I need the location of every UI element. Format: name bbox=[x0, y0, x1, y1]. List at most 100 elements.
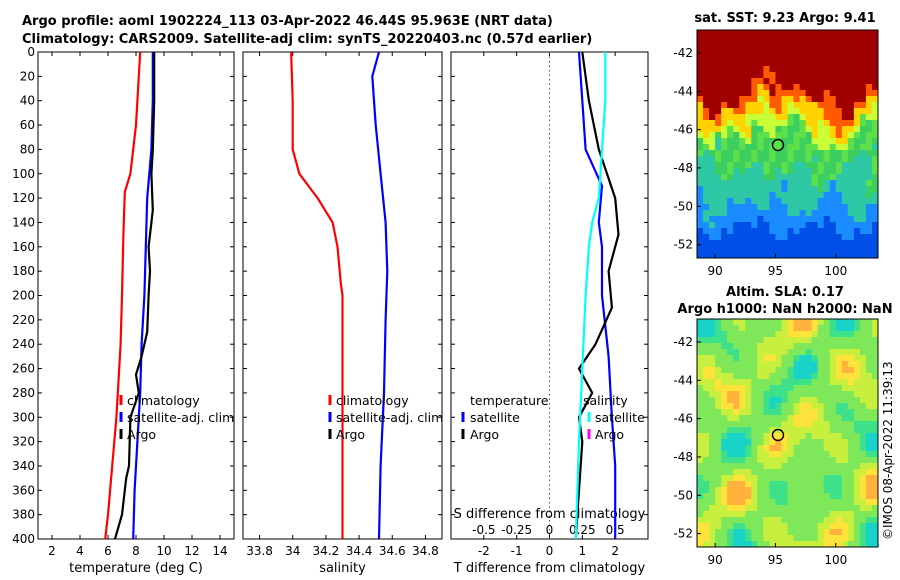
map-cell bbox=[709, 457, 716, 464]
map-cell bbox=[793, 246, 801, 253]
map-cell bbox=[835, 114, 843, 121]
map-cell bbox=[733, 72, 740, 79]
map-cell bbox=[829, 138, 837, 145]
map-cell bbox=[721, 415, 728, 422]
map-cell bbox=[709, 481, 716, 488]
map-cell bbox=[763, 66, 770, 73]
map-cell bbox=[769, 457, 776, 464]
map-cell bbox=[775, 367, 782, 374]
map-cell bbox=[793, 240, 801, 247]
map-cell bbox=[751, 198, 758, 205]
map-cell bbox=[847, 90, 855, 97]
y-tick-label: 360 bbox=[12, 483, 35, 497]
map-cell bbox=[787, 72, 795, 79]
map-cell bbox=[709, 541, 716, 548]
map-cell bbox=[793, 523, 801, 530]
map-cell bbox=[823, 66, 831, 73]
map-cell bbox=[865, 511, 873, 518]
map-cell bbox=[727, 144, 734, 151]
map-cell bbox=[751, 385, 758, 392]
map-cell bbox=[841, 222, 849, 229]
map-cell bbox=[805, 138, 813, 145]
map-cell bbox=[703, 204, 710, 211]
map-cell bbox=[829, 541, 837, 548]
map-cell bbox=[757, 325, 764, 332]
map-cell bbox=[763, 36, 770, 43]
map-cell bbox=[751, 487, 758, 494]
map-cell bbox=[793, 102, 801, 109]
map-cell bbox=[781, 475, 788, 482]
map-cell bbox=[853, 114, 861, 121]
map-cell bbox=[763, 156, 770, 163]
y-tick-label: 100 bbox=[12, 167, 35, 181]
map-cell bbox=[823, 343, 831, 350]
map-cell bbox=[703, 343, 710, 350]
map-cell bbox=[757, 511, 764, 518]
map-cell bbox=[721, 246, 728, 253]
map-cell bbox=[799, 108, 807, 115]
map-cell bbox=[703, 457, 710, 464]
map-cell bbox=[781, 493, 788, 500]
map-cell bbox=[721, 120, 728, 127]
map-cell bbox=[865, 30, 873, 37]
map-cell bbox=[751, 349, 758, 356]
map-cell bbox=[763, 391, 770, 398]
map-cell bbox=[847, 385, 855, 392]
map-cell bbox=[769, 529, 776, 536]
map-cell bbox=[853, 403, 861, 410]
map-cell bbox=[853, 246, 861, 253]
map-cell bbox=[733, 144, 740, 151]
map-cell bbox=[703, 337, 710, 344]
map-cell bbox=[733, 517, 740, 524]
map-cell bbox=[799, 48, 807, 55]
map-cell bbox=[835, 204, 843, 211]
map-cell bbox=[745, 517, 752, 524]
map-cell bbox=[775, 319, 782, 326]
map-cell bbox=[757, 180, 764, 187]
map-cell bbox=[751, 325, 758, 332]
map-cell bbox=[703, 30, 710, 37]
map-cell bbox=[793, 343, 801, 350]
map-cell bbox=[757, 234, 764, 241]
map-cell bbox=[847, 541, 855, 548]
map-cell bbox=[763, 487, 770, 494]
map-cell bbox=[829, 391, 837, 398]
map-cell bbox=[709, 150, 716, 157]
map-cell bbox=[823, 108, 831, 115]
map-cell bbox=[769, 409, 776, 416]
map-cell bbox=[709, 505, 716, 512]
map-cell bbox=[853, 349, 861, 356]
map-cell bbox=[841, 481, 849, 488]
map-cell bbox=[811, 367, 819, 374]
map-cell bbox=[847, 403, 855, 410]
map-cell bbox=[745, 252, 752, 259]
map-cell bbox=[847, 427, 855, 434]
x-axis-label: temperature (deg C) bbox=[69, 561, 203, 576]
map-cell bbox=[709, 138, 716, 145]
sla-map bbox=[696, 318, 879, 548]
map-cell bbox=[805, 162, 813, 169]
map-cell bbox=[805, 252, 813, 259]
map-cell bbox=[865, 84, 873, 91]
map-cell bbox=[841, 90, 849, 97]
map-cell bbox=[811, 162, 819, 169]
map-cell bbox=[799, 427, 807, 434]
map-cell bbox=[709, 535, 716, 542]
map-cell bbox=[727, 445, 734, 452]
map-cell bbox=[787, 210, 795, 217]
map-cell bbox=[871, 523, 879, 530]
map-cell bbox=[703, 174, 710, 181]
map-cell bbox=[739, 337, 746, 344]
map-cell bbox=[859, 48, 867, 55]
map-cell bbox=[823, 72, 831, 79]
map-cell bbox=[787, 192, 795, 199]
map-cell bbox=[739, 487, 746, 494]
map-cell bbox=[781, 228, 788, 235]
map-cell bbox=[835, 78, 843, 85]
map-cell bbox=[721, 174, 728, 181]
map-cell bbox=[763, 421, 770, 428]
map-cell bbox=[829, 150, 837, 157]
map-cell bbox=[775, 511, 782, 518]
map-cell bbox=[751, 469, 758, 476]
map-cell bbox=[757, 174, 764, 181]
